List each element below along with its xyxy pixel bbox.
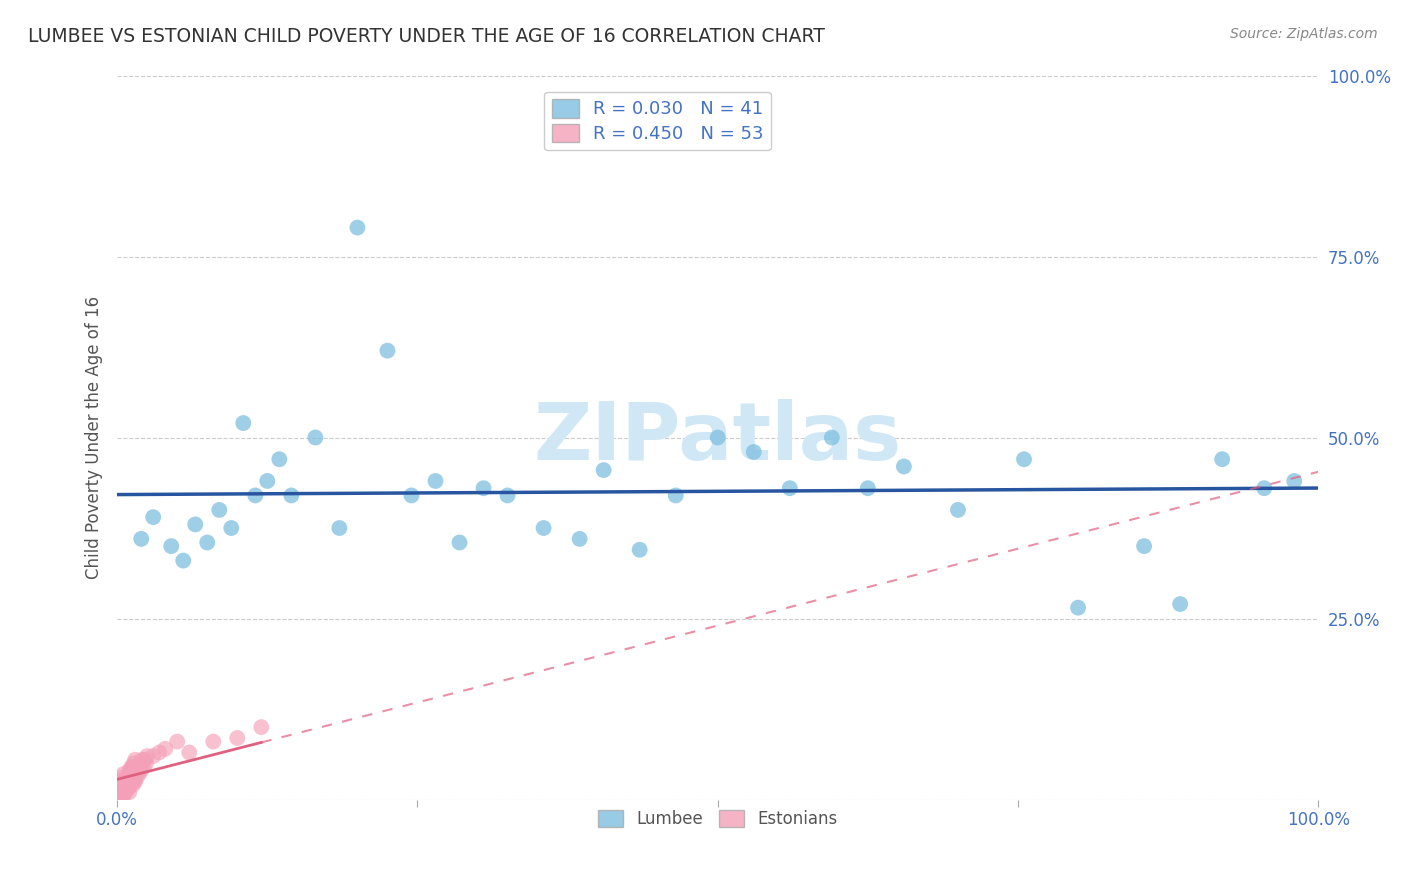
Point — [110, 771, 132, 785]
Point — [129, 760, 152, 774]
Point — [107, 778, 129, 792]
Point — [232, 416, 254, 430]
Point — [280, 488, 302, 502]
Point — [111, 781, 134, 796]
Point — [110, 785, 132, 799]
Y-axis label: Child Poverty Under the Age of 16: Child Poverty Under the Age of 16 — [86, 296, 103, 579]
Point — [108, 774, 131, 789]
Point — [107, 785, 129, 799]
Point — [112, 778, 135, 792]
Point — [166, 734, 188, 748]
Point — [132, 760, 155, 774]
Point — [377, 343, 399, 358]
Point — [449, 535, 471, 549]
Point — [245, 488, 267, 502]
Point — [112, 774, 135, 789]
Point — [195, 535, 218, 549]
Point — [946, 503, 969, 517]
Text: LUMBEE VS ESTONIAN CHILD POVERTY UNDER THE AGE OF 16 CORRELATION CHART: LUMBEE VS ESTONIAN CHILD POVERTY UNDER T… — [28, 27, 825, 45]
Point — [124, 774, 146, 789]
Point — [665, 488, 688, 502]
Point — [221, 521, 243, 535]
Point — [112, 781, 135, 796]
Point — [160, 539, 183, 553]
Point — [496, 488, 519, 502]
Point — [128, 767, 150, 781]
Point — [127, 764, 149, 778]
Point — [125, 771, 148, 785]
Point — [628, 542, 651, 557]
Point — [118, 774, 141, 789]
Point — [779, 481, 801, 495]
Point — [118, 785, 141, 799]
Point — [184, 517, 207, 532]
Point — [250, 720, 273, 734]
Point — [121, 760, 143, 774]
Point — [117, 771, 139, 785]
Point — [108, 781, 131, 796]
Point — [179, 746, 201, 760]
Point — [1012, 452, 1035, 467]
Point — [121, 774, 143, 789]
Point — [208, 503, 231, 517]
Point — [256, 474, 278, 488]
Point — [1067, 600, 1090, 615]
Point — [135, 756, 157, 771]
Point — [533, 521, 555, 535]
Point — [1284, 474, 1306, 488]
Point — [129, 764, 152, 778]
Point — [114, 774, 136, 789]
Point — [425, 474, 447, 488]
Point — [110, 778, 132, 792]
Point — [105, 789, 128, 803]
Legend: Lumbee, Estonians: Lumbee, Estonians — [591, 803, 845, 835]
Point — [134, 753, 156, 767]
Point — [202, 734, 225, 748]
Point — [172, 553, 194, 567]
Point — [1133, 539, 1156, 553]
Point — [112, 789, 135, 803]
Point — [1168, 597, 1191, 611]
Point — [142, 749, 165, 764]
Point — [112, 767, 135, 781]
Point — [142, 510, 165, 524]
Point — [568, 532, 591, 546]
Point — [592, 463, 614, 477]
Point — [148, 746, 170, 760]
Point — [120, 778, 142, 792]
Text: Source: ZipAtlas.com: Source: ZipAtlas.com — [1230, 27, 1378, 41]
Point — [856, 481, 879, 495]
Point — [472, 481, 495, 495]
Point — [114, 785, 136, 799]
Text: ZIPatlas: ZIPatlas — [534, 399, 901, 476]
Point — [893, 459, 915, 474]
Point — [742, 445, 765, 459]
Point — [112, 785, 135, 799]
Point — [401, 488, 423, 502]
Point — [304, 430, 326, 444]
Point — [111, 774, 134, 789]
Point — [346, 220, 368, 235]
Point — [120, 764, 142, 778]
Point — [136, 749, 159, 764]
Point — [328, 521, 350, 535]
Point — [117, 781, 139, 796]
Point — [121, 760, 143, 774]
Point — [706, 430, 728, 444]
Point — [115, 781, 138, 796]
Point — [1211, 452, 1233, 467]
Point — [118, 764, 141, 778]
Point — [129, 532, 152, 546]
Point — [122, 756, 145, 771]
Point — [115, 771, 138, 785]
Point — [1253, 481, 1275, 495]
Point — [121, 778, 143, 792]
Point — [131, 753, 153, 767]
Point — [226, 731, 249, 745]
Point — [124, 753, 146, 767]
Point — [269, 452, 291, 467]
Point — [821, 430, 844, 444]
Point — [155, 742, 177, 756]
Point — [122, 774, 145, 789]
